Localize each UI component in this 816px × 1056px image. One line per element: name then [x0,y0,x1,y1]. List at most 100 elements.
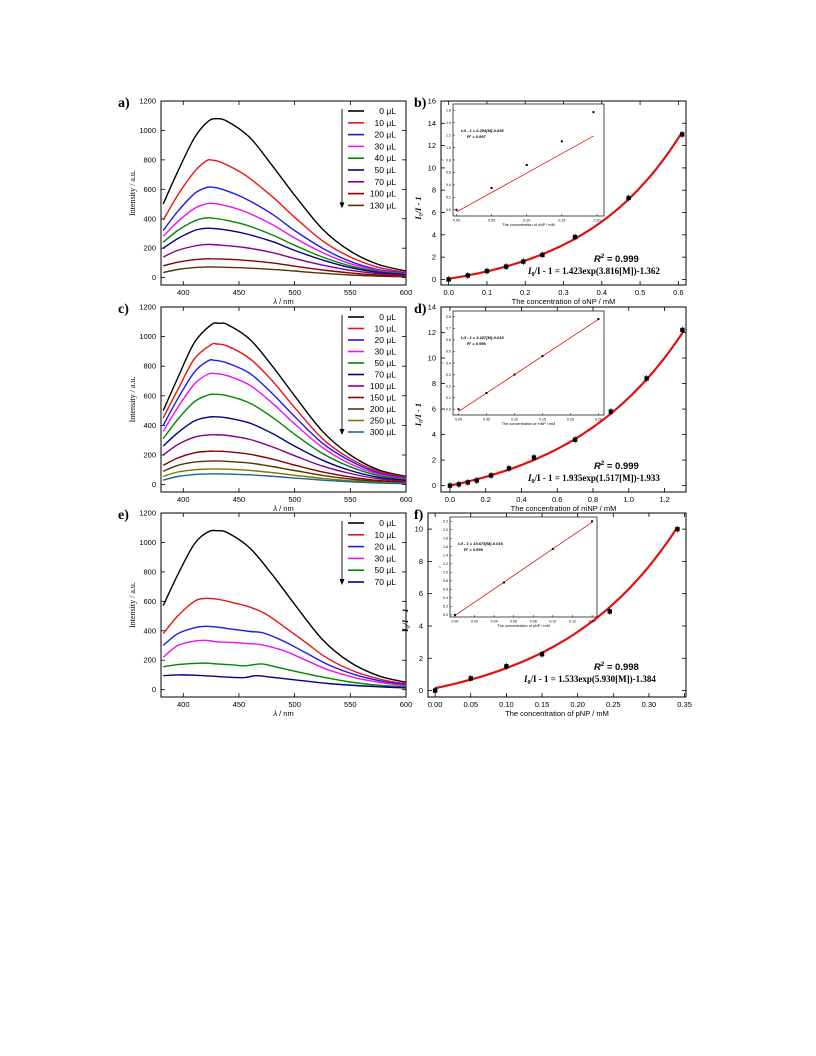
y-axis-label-var: I [400,628,410,633]
inset-y-tick-label: 0.5 [446,350,451,354]
legend-label-6: 100 μL [370,381,396,391]
y-tick-label: 6 [432,405,436,414]
inset-x-tick-label: 0.06 [510,620,517,624]
inset-point-2 [551,547,554,550]
x-tick-label: 0.8 [588,495,598,504]
inset-point-1 [502,581,505,584]
x-tick-label: 0.35 [677,700,692,709]
legend-label-1: 10 μL [375,530,397,540]
fit-chart-f: 0.00 0.05 0.10 0.15 0.20 0.25 0.30 0.350246810T… [400,512,692,718]
series-line-0 [162,117,406,272]
legend-label-3: 30 μL [375,553,397,563]
series-line-6 [162,243,406,277]
fit-equation-rhs: /I - 1 = 1.935exp(1.517[M])-1.933 [534,473,661,483]
plot-frame [427,512,687,698]
inset-frame [452,310,605,416]
inset-y-tick-label: 0.6 [446,338,451,342]
legend-arrow-head [339,579,345,585]
r-squared-value: = 0.999 [604,461,639,472]
x-tick-label: 0.05 [463,700,478,709]
fit-equation-sub: 0 [528,680,531,686]
x-tick-label: 0.0 [443,288,453,297]
series-line-9 [162,468,406,484]
y-tick-label: 16 [428,97,436,106]
series-line-7 [163,258,406,277]
y-tick-label: 1200 [139,303,156,312]
inset-x-tick-label: 0.10 [511,418,518,422]
x-tick-label: 450 [233,288,246,297]
x-axis-label: The concentration of oNP / mM [512,297,616,306]
inset-x-tick-label: 0.12 [569,620,576,624]
legend-label-1: 10 μL [375,324,397,334]
inset-y-tick-label: 1.2 [443,562,448,566]
inset-equation: I₀/I - 1 = 3.187[M]-0.019 [461,335,504,340]
inset-x-tick-label: 0.02 [471,620,478,624]
y-tick-label: 4 [419,621,423,630]
inset-fit-line [454,521,593,616]
inset-x-tick-label: 0.05 [483,418,490,422]
x-tick-label: 0.20 [570,700,585,709]
legend-arrow-head [339,429,345,435]
series-line-4 [162,393,406,481]
inset-y-tick-label: 0.0 [443,613,448,617]
inset-y-tick-label: 0.1 [446,396,451,400]
plot-frame [440,306,687,493]
x-tick-label: 0.6 [552,495,562,504]
inset-x-label: The concentration of mNP / mM [502,422,556,426]
inset-point-4 [597,318,600,321]
y-axis-label-var: I [413,422,423,427]
fit-equation-sub: 0 [532,272,535,278]
y-tick-label: 10 [428,163,436,172]
legend-label-5: 70 μL [375,370,397,380]
r-squared-label: R2 = 0.999 [594,254,639,265]
inset-equation: I₀/I - 1 = 15.675[M]-0.016 [458,541,504,546]
x-tick-label: 0.0 [445,495,455,504]
r-squared-var: R [594,254,601,265]
x-tick-label: 1.0 [624,495,634,504]
x-tick-label: 0.2 [520,288,530,297]
inset-x-tick-label: 0.00 [453,219,460,223]
x-axis-label: λ / nm [272,504,293,513]
plot-frame [160,306,407,493]
series-line-3 [162,639,406,687]
inset-r-squared: R² = 0.996 [467,341,487,346]
y-tick-label: 10 [415,525,423,534]
y-axis-label: I0/I - 1 [413,403,425,427]
x-tick-label: 500 [288,700,301,709]
inset-chart: 0.00 0.05 0.10 0.15 0.20 0.25 0.0 0.1 0.2 0.3 0.4 0… [440,310,605,426]
inset-x-label: The concentration of pNP / mM [497,624,549,628]
y-tick-label: 400 [143,421,156,430]
legend-label-2: 20 μL [375,542,397,552]
r-squared-var: R [594,461,601,472]
inset-point-4 [592,111,595,114]
legend-label-9: 250 μL [370,416,396,426]
y-tick-label: 1200 [139,509,156,518]
y-axis-label-rest: /I - 1 [413,403,423,421]
inset-x-tick-label: 0.15 [558,219,565,223]
inset-y-label: I [437,566,442,568]
panel-letter-d: d) [414,302,427,317]
fit-equation: I0/I - 1 = 1.935exp(1.517[M])-1.933 [527,473,660,485]
y-axis-label-rest: /I - 1 [413,196,423,214]
spectrum-chart-c: 400 450 500 550 600 0 200 400 600 800 1000 1200 λ / … [128,303,412,514]
x-tick-label: 550 [344,495,357,504]
x-axis-label-var: λ [272,297,277,306]
legend-label-8: 200 μL [370,404,396,414]
fit-chart-d: 0.0 0.2 0.4 0.6 0.8 1.0 1.2 0 2 4 6 8 10 12 14 The conc… [413,303,687,513]
y-tick-label: 14 [428,303,436,312]
fit-curve [449,332,684,487]
panel-letter-c: c) [118,302,129,317]
y-tick-label: 1200 [139,97,156,106]
inset-x-tick-label: 0.04 [491,620,498,624]
y-tick-label: 6 [432,208,436,217]
inset-x-tick-label: 0.08 [530,620,537,624]
panel-letter-e: e) [118,508,129,523]
x-tick-label: 500 [288,288,301,297]
r-squared-sup: 2 [601,461,605,467]
x-axis-label-var: λ [272,504,277,513]
inset-x-tick-label: 0.20 [593,219,600,223]
fit-chart-b: 0.0 0.1 0.2 0.3 0.4 0.5 0.6 0 2 4 6 8 10 12 14 16 The co… [413,97,687,306]
y-tick-label: 800 [143,155,156,164]
x-tick-label: 0.5 [635,288,645,297]
